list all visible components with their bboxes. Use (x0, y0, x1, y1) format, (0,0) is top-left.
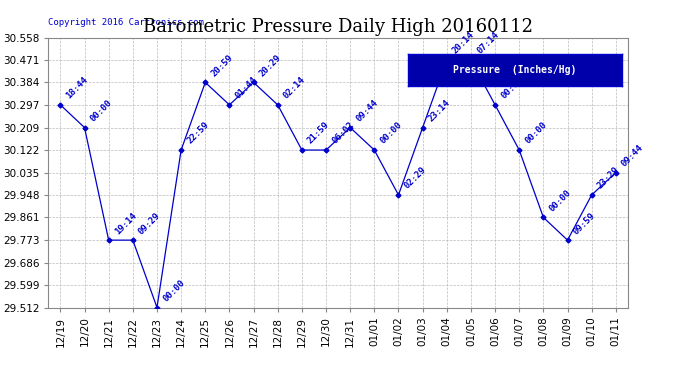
Text: 01:44: 01:44 (234, 75, 259, 101)
Text: Copyright 2016 Cartronics.com: Copyright 2016 Cartronics.com (48, 18, 204, 27)
Text: 00:00: 00:00 (379, 120, 404, 146)
Text: 07:14: 07:14 (475, 30, 500, 56)
Text: 00:00: 00:00 (161, 278, 186, 303)
Text: 02:14: 02:14 (282, 75, 307, 101)
Text: 09:44: 09:44 (355, 98, 380, 123)
Text: 02:29: 02:29 (403, 165, 428, 191)
Text: 09:59: 09:59 (572, 211, 597, 236)
Text: 18:44: 18:44 (65, 75, 90, 101)
Text: 09:29: 09:29 (137, 211, 162, 236)
Text: 23:29: 23:29 (596, 165, 621, 191)
Text: 22:59: 22:59 (186, 120, 210, 146)
Text: 00:00: 00:00 (548, 188, 573, 213)
Text: 00:00: 00:00 (500, 75, 524, 101)
Text: 21:59: 21:59 (306, 120, 331, 146)
Text: 09:44: 09:44 (620, 143, 645, 168)
Text: 23:14: 23:14 (427, 98, 452, 123)
Text: 00:00: 00:00 (89, 98, 114, 123)
Text: 20:59: 20:59 (210, 53, 235, 78)
Title: Barometric Pressure Daily High 20160112: Barometric Pressure Daily High 20160112 (143, 18, 533, 36)
Text: 19:14: 19:14 (113, 211, 138, 236)
Text: 20:29: 20:29 (258, 53, 283, 78)
Text: 20:14: 20:14 (451, 30, 476, 56)
Text: 00:00: 00:00 (524, 120, 549, 146)
Text: 06:02: 06:02 (331, 120, 355, 146)
